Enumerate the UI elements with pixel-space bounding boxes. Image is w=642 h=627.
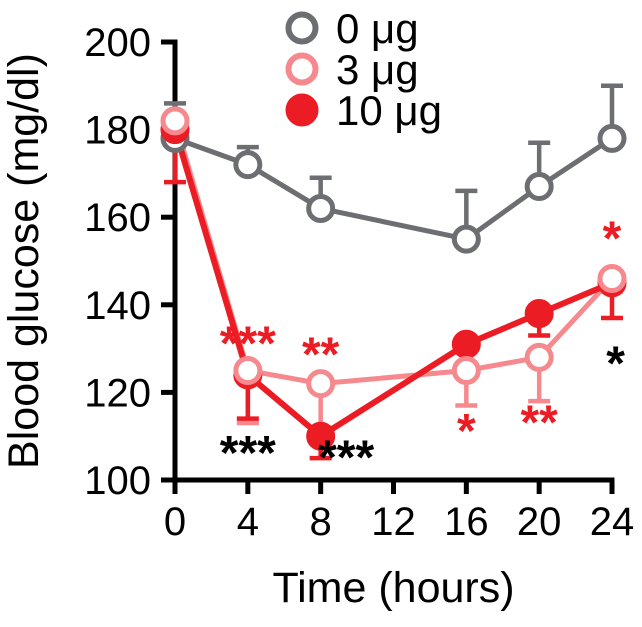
significance-asterisk: ** (302, 329, 340, 382)
legend-label-3-μg: 3 μg (336, 46, 419, 93)
data-point-3-μg (451, 356, 481, 385)
significance-annotations: *********** * **** (220, 212, 625, 484)
data-point-3-μg (160, 106, 190, 136)
legend-label-10-μg: 10 μg (336, 87, 442, 134)
data-point-0-μg (306, 193, 336, 223)
significance-asterisk: *** (220, 427, 276, 480)
data-point-0-μg (597, 123, 627, 153)
data-point-0-μg (451, 224, 481, 254)
x-tick-label: 8 (310, 500, 332, 544)
y-axis-title: Blood glucose (mg/dl) (0, 53, 48, 469)
x-tick-label: 20 (517, 500, 562, 544)
significance-asterisk: * (457, 405, 476, 458)
x-axis-title: Time (hours) (272, 564, 514, 612)
markers-3-μg (160, 106, 627, 399)
x-tick-label: 4 (237, 500, 259, 544)
significance-asterisk: * (603, 212, 622, 265)
data-point-3-μg (306, 369, 336, 399)
x-tick-label: 24 (590, 500, 635, 544)
series-3-μg (164, 118, 623, 430)
y-tick-label: 200 (84, 21, 151, 65)
y-tick-label: 180 (84, 109, 151, 153)
data-point-0-μg (524, 172, 554, 202)
legend-marker-10-μg (285, 93, 319, 127)
x-tick-label: 0 (164, 500, 186, 544)
y-tick-label: 140 (84, 284, 151, 328)
axes: 100 120 140 160 180 200 0 4 8 12 16 20 24 Time (hours… (0, 21, 634, 612)
legend-label-0-μg: 0 μg (336, 5, 419, 52)
data-point-10-μg (306, 421, 336, 451)
y-tick-label: 100 (84, 459, 151, 503)
markers-0-μg (160, 123, 627, 254)
y-tick-label: 120 (84, 371, 151, 415)
y-tick-label: 160 (84, 196, 151, 240)
x-tick-label: 12 (371, 500, 416, 544)
data-point-10-μg (524, 299, 554, 329)
significance-asterisk: ** (520, 396, 558, 449)
data-point-3-μg (233, 356, 263, 385)
data-point-3-μg (597, 264, 627, 294)
significance-asterisk: *** (318, 431, 374, 484)
data-point-3-μg (524, 342, 554, 372)
legend-marker-0-μg (285, 11, 319, 45)
data-point-0-μg (233, 150, 263, 180)
significance-asterisk: * (606, 337, 625, 390)
data-point-10-μg (451, 329, 481, 359)
legend-marker-3-μg (285, 52, 319, 86)
significance-asterisk: *** (220, 318, 276, 371)
x-tick-label: 16 (444, 500, 489, 544)
